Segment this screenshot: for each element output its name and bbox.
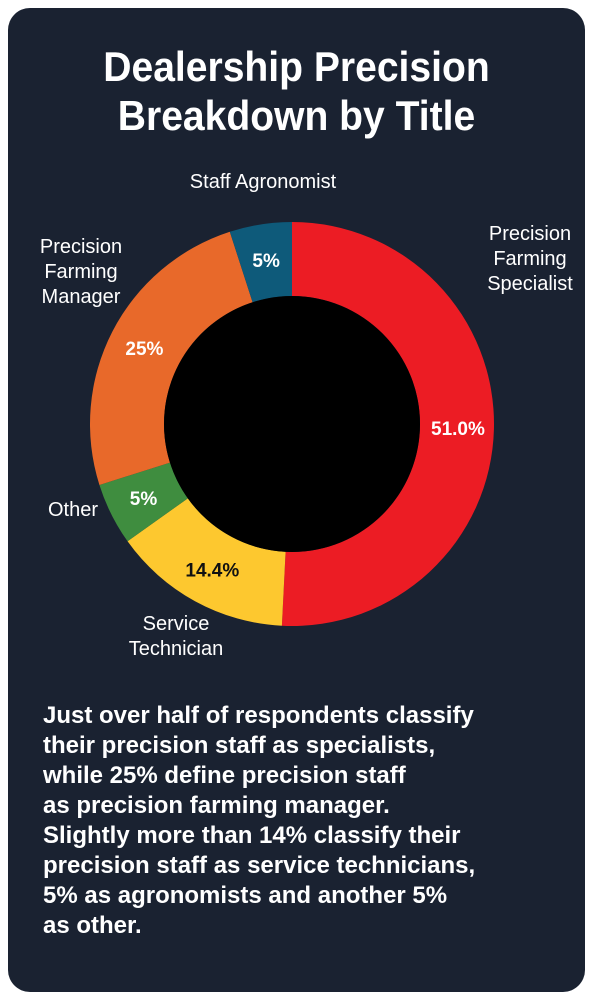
slice-staff-agronomist — [229, 222, 292, 303]
chart-title: Dealership Precision Breakdown by Title — [103, 43, 490, 139]
category-label-service-technician: Service Technician — [129, 613, 224, 660]
slice-other — [99, 462, 188, 542]
slice-service-technician — [127, 498, 286, 626]
category-label-precision-farming-specialist: Precision Farming Specialist — [487, 223, 573, 295]
value-label-precision-farming-manager: 25% — [125, 339, 163, 360]
value-label-staff-agronomist: 5% — [252, 251, 280, 272]
category-label-other: Other — [48, 499, 98, 521]
infographic-card: Dealership Precision Breakdown by Title … — [8, 8, 585, 992]
chart-description: Just over half of respondents classify t… — [43, 702, 476, 939]
slice-precision-farming-manager — [90, 231, 253, 485]
value-label-service-technician: 14.4% — [185, 561, 239, 582]
donut-hole — [164, 296, 420, 552]
category-label-staff-agronomist: Staff Agronomist — [190, 171, 337, 193]
value-label-precision-farming-specialist: 51.0% — [431, 419, 485, 440]
donut-chart: 51.0% Precision Farming Specialist 14.4% Serv… — [40, 171, 573, 660]
value-label-other: 5% — [130, 489, 158, 510]
slice-precision-farming-specialist — [281, 222, 495, 626]
category-label-precision-farming-manager: Precision Farming Manager — [40, 236, 122, 308]
